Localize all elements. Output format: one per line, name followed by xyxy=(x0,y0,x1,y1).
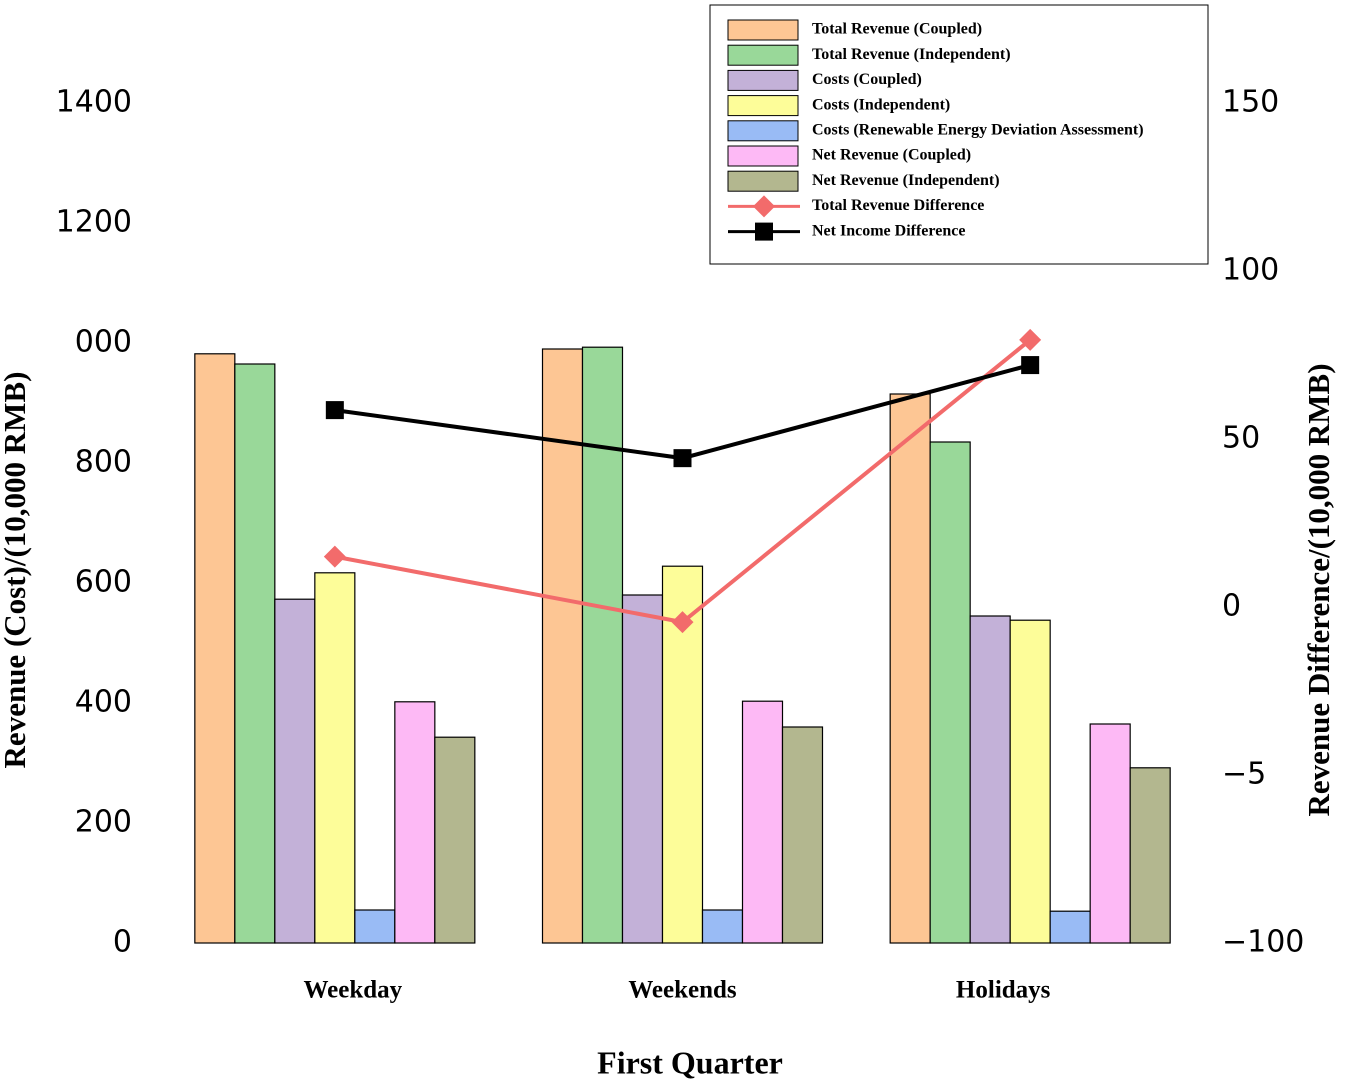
bar xyxy=(194,353,236,944)
y-tick-label: 600 xyxy=(75,565,132,600)
y-tick-label: 0 xyxy=(113,925,132,960)
line-marker xyxy=(671,611,694,634)
bar xyxy=(741,700,784,944)
y2-axis-label: Revenue Difference/(10,000 RMB) xyxy=(1301,363,1336,816)
y2-tick-label: 100 xyxy=(1222,253,1279,288)
y2-tick-label: 150 xyxy=(1222,85,1279,120)
x-tick-label: Weekends xyxy=(628,977,737,1004)
line-marker xyxy=(1019,328,1042,351)
legend-label: Total Revenue (Independent) xyxy=(812,46,1011,63)
y-tick-label: 1200 xyxy=(56,205,132,240)
legend-swatch xyxy=(727,170,799,192)
line-marker xyxy=(323,545,346,568)
legend-swatch xyxy=(727,69,799,91)
line-marker xyxy=(755,222,773,241)
legend-label: Net Income Difference xyxy=(812,222,965,239)
legend-label: Net Revenue (Coupled) xyxy=(812,147,971,164)
legend-swatch xyxy=(727,145,799,167)
y-tick-label: 000 xyxy=(75,325,132,360)
legend-label: Total Revenue (Coupled) xyxy=(812,21,982,38)
legend-label: Costs (Renewable Energy Deviation Assess… xyxy=(812,121,1144,138)
x-tick-label: Weekday xyxy=(304,977,403,1004)
bar xyxy=(394,701,436,944)
legend-label: Costs (Coupled) xyxy=(812,71,922,88)
x-axis-label: First Quarter xyxy=(597,1044,783,1080)
legend-label: Net Revenue (Independent) xyxy=(812,172,1000,189)
legend-swatch xyxy=(727,95,799,117)
bar xyxy=(781,726,824,944)
line-marker xyxy=(753,195,775,218)
bar xyxy=(621,594,664,944)
y2-tick-label: 0 xyxy=(1222,589,1241,624)
legend-label: Total Revenue Difference xyxy=(812,197,984,214)
x-tick-label: Holidays xyxy=(956,977,1051,1004)
line-marker xyxy=(673,449,692,468)
legend-swatch xyxy=(727,44,799,66)
bar xyxy=(1009,619,1051,944)
y2-tick-label: 50 xyxy=(1222,421,1260,456)
legend-swatch xyxy=(727,120,799,142)
bar xyxy=(234,363,276,944)
legend-label: Costs (Independent) xyxy=(812,96,950,113)
line-marker xyxy=(325,401,344,420)
bar xyxy=(969,615,1011,944)
bar xyxy=(701,909,744,944)
bar xyxy=(434,736,476,944)
bar xyxy=(314,572,356,944)
bar xyxy=(274,598,316,944)
y-tick-label: 1400 xyxy=(56,85,132,120)
y2-tick-label: −100 xyxy=(1222,925,1304,960)
line-marker xyxy=(1021,356,1040,375)
bar xyxy=(1129,767,1171,944)
y-axis-label: Revenue (Cost)/(10,000 RMB) xyxy=(0,372,32,769)
bar xyxy=(541,348,584,944)
y2-tick-label: −5 xyxy=(1222,757,1266,792)
y-tick-label: 200 xyxy=(75,805,132,840)
y-tick-label: 400 xyxy=(75,685,132,720)
bar xyxy=(1089,723,1131,944)
bar xyxy=(1049,910,1091,944)
bar xyxy=(929,441,971,944)
bar xyxy=(889,393,931,944)
bar xyxy=(354,909,396,944)
bar xyxy=(581,346,624,944)
legend-swatch xyxy=(727,19,799,41)
y-tick-label: 800 xyxy=(75,445,132,480)
